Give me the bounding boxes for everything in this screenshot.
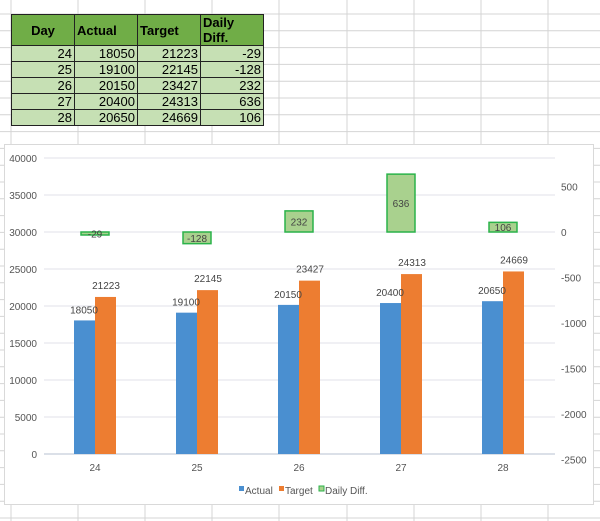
data-label-target: 22145 — [194, 274, 222, 285]
data-label-daily-diff: 106 — [495, 223, 512, 234]
bar-actual[interactable] — [380, 303, 401, 454]
bar-daily-diff[interactable] — [182, 231, 212, 245]
table-cell[interactable]: 26 — [11, 77, 75, 94]
table-cell[interactable]: 232 — [200, 77, 264, 94]
secondary-tick-label: -500 — [561, 274, 581, 285]
legend-label[interactable]: Target — [285, 486, 313, 497]
table-row: 25 19100 22145 -128 — [11, 61, 264, 78]
header-daily-diff[interactable]: Daily Diff. — [200, 14, 264, 46]
primary-tick-label: 20000 — [9, 302, 37, 313]
primary-tick-label: 0 — [31, 450, 37, 461]
data-label-actual: 19100 — [172, 298, 200, 309]
data-label-target: 23427 — [296, 265, 324, 276]
table-cell[interactable]: 24313 — [137, 93, 201, 110]
bar-daily-diff[interactable] — [386, 173, 416, 233]
table-cell[interactable]: 23427 — [137, 77, 201, 94]
data-label-actual: 20150 — [274, 290, 302, 301]
table-cell[interactable]: 20400 — [74, 93, 138, 110]
data-label-daily-diff: 636 — [393, 199, 410, 210]
secondary-tick-label: -1000 — [561, 319, 587, 330]
category-label: 27 — [395, 463, 407, 474]
secondary-tick-label: 500 — [561, 183, 578, 194]
data-label-daily-diff: -29 — [88, 230, 103, 241]
header-day[interactable]: Day — [11, 14, 75, 46]
bar-target[interactable] — [401, 274, 422, 454]
table-row: 26 20150 23427 232 — [11, 77, 264, 94]
table-cell[interactable]: 19100 — [74, 61, 138, 78]
bar-actual[interactable] — [176, 312, 197, 454]
header-target[interactable]: Target — [137, 14, 201, 46]
data-label-actual: 20650 — [478, 286, 506, 297]
primary-tick-label: 40000 — [9, 154, 37, 165]
data-table: Day Actual Target Daily Diff. 24 18050 212… — [11, 14, 264, 126]
category-label: 24 — [89, 463, 101, 474]
bar-actual[interactable] — [482, 301, 503, 454]
table-cell[interactable]: 18050 — [74, 45, 138, 62]
bar-target[interactable] — [503, 271, 524, 454]
table-cell[interactable]: 22145 — [137, 61, 201, 78]
header-actual[interactable]: Actual — [74, 14, 138, 46]
bar-actual[interactable] — [278, 304, 299, 454]
table-cell[interactable]: -128 — [200, 61, 264, 78]
secondary-tick-label: -2000 — [561, 410, 587, 421]
data-label-daily-diff: -128 — [187, 234, 207, 245]
legend-swatch-1 — [279, 486, 284, 491]
table-cell[interactable]: 24 — [11, 45, 75, 62]
data-label-actual: 20400 — [376, 288, 404, 299]
bar-target[interactable] — [299, 280, 320, 454]
legend-label[interactable]: Actual — [245, 486, 273, 497]
bar-actual[interactable] — [74, 320, 95, 454]
table-cell[interactable]: 27 — [11, 93, 75, 110]
table-cell[interactable]: 21223 — [137, 45, 201, 62]
data-label-target: 24669 — [500, 255, 528, 266]
primary-tick-label: 10000 — [9, 376, 37, 387]
primary-tick-label: 15000 — [9, 339, 37, 350]
table-row: 28 20650 24669 106 — [11, 109, 264, 126]
table-cell[interactable]: 106 — [200, 109, 264, 126]
primary-tick-label: 5000 — [15, 413, 38, 424]
secondary-tick-label: -2500 — [561, 456, 587, 467]
data-label-daily-diff: 232 — [291, 217, 308, 228]
secondary-tick-label: -1500 — [561, 365, 587, 376]
data-label-target: 21223 — [92, 281, 120, 292]
table-cell[interactable]: 25 — [11, 61, 75, 78]
bar-daily-diff[interactable] — [80, 231, 110, 236]
bar-daily-diff[interactable] — [488, 221, 518, 233]
primary-tick-label: 30000 — [9, 228, 37, 239]
legend-label[interactable]: Daily Diff. — [325, 486, 368, 497]
primary-tick-label: 25000 — [9, 265, 37, 276]
chart-svg: 0500010000150002000025000300003500040000… — [9, 154, 587, 497]
combo-chart[interactable]: 0 5000 10000 15000 20000 25000 30000 35000 40000… — [4, 144, 594, 505]
bar-daily-diff[interactable] — [284, 210, 314, 233]
table-cell[interactable]: -29 — [200, 45, 264, 62]
legend-swatch-2 — [318, 485, 325, 492]
bar-target[interactable] — [197, 290, 218, 454]
category-label: 28 — [497, 463, 509, 474]
primary-tick-label: 35000 — [9, 191, 37, 202]
data-label-target: 24313 — [398, 258, 426, 269]
category-label: 26 — [293, 463, 305, 474]
table-row: 27 20400 24313 636 — [11, 93, 264, 110]
data-label-actual: 18050 — [70, 305, 98, 316]
bar-target[interactable] — [95, 296, 116, 454]
legend-swatch-0 — [239, 486, 244, 491]
table-cell[interactable]: 20650 — [74, 109, 138, 126]
table-cell[interactable]: 636 — [200, 93, 264, 110]
category-label: 25 — [191, 463, 203, 474]
table-cell[interactable]: 28 — [11, 109, 75, 126]
secondary-tick-label: 0 — [561, 228, 567, 239]
table-cell[interactable]: 20150 — [74, 77, 138, 94]
table-cell[interactable]: 24669 — [137, 109, 201, 126]
table-row: 24 18050 21223 -29 — [11, 45, 264, 62]
